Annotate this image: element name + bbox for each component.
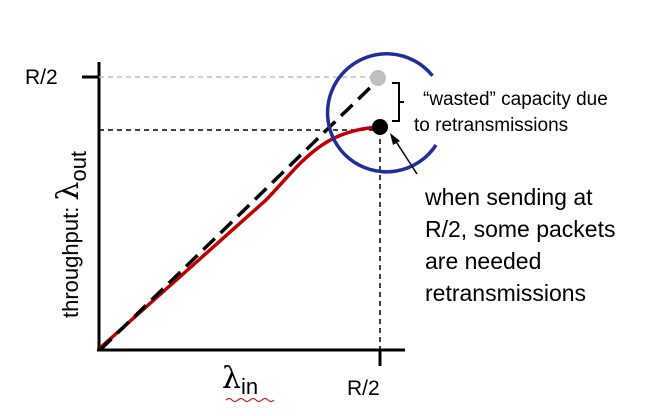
note-line-3: are needed <box>425 248 541 274</box>
y-axis-label-prefix: throughput: <box>58 201 83 318</box>
retransmission-note: when sending at R/2, some packets are ne… <box>424 184 622 306</box>
x-axis-subscript: in <box>241 374 258 399</box>
wasted-capacity-bracket <box>392 82 404 122</box>
x-axis-tick-label: R/2 <box>347 377 380 400</box>
y-axis-lambda: λ <box>51 182 86 201</box>
y-axis-tick-label: R/2 <box>25 66 58 89</box>
wasted-line-2: to retransmissions <box>414 115 568 136</box>
x-axis-label-squiggle <box>225 398 275 402</box>
wasted-capacity-annotation: “wasted” capacity due to retransmissions <box>414 89 613 136</box>
x-axis-label: λin <box>222 361 258 399</box>
note-line-2: R/2, some packets <box>425 216 615 242</box>
note-line-4: retransmissions <box>425 280 586 306</box>
actual-point <box>372 119 388 135</box>
ideal-throughput-line <box>98 78 380 352</box>
wasted-line-1: “wasted” capacity due <box>423 89 608 110</box>
y-axis-label: throughput: λout <box>51 151 91 318</box>
highlight-circle <box>325 52 438 174</box>
ideal-point <box>370 70 386 86</box>
note-arrow-line <box>394 139 418 175</box>
note-line-1: when sending at <box>424 184 593 210</box>
x-axis-lambda: λ <box>222 361 241 396</box>
actual-throughput-curve <box>98 125 381 350</box>
y-axis-subscript: out <box>66 151 91 182</box>
note-arrowhead <box>390 133 400 145</box>
